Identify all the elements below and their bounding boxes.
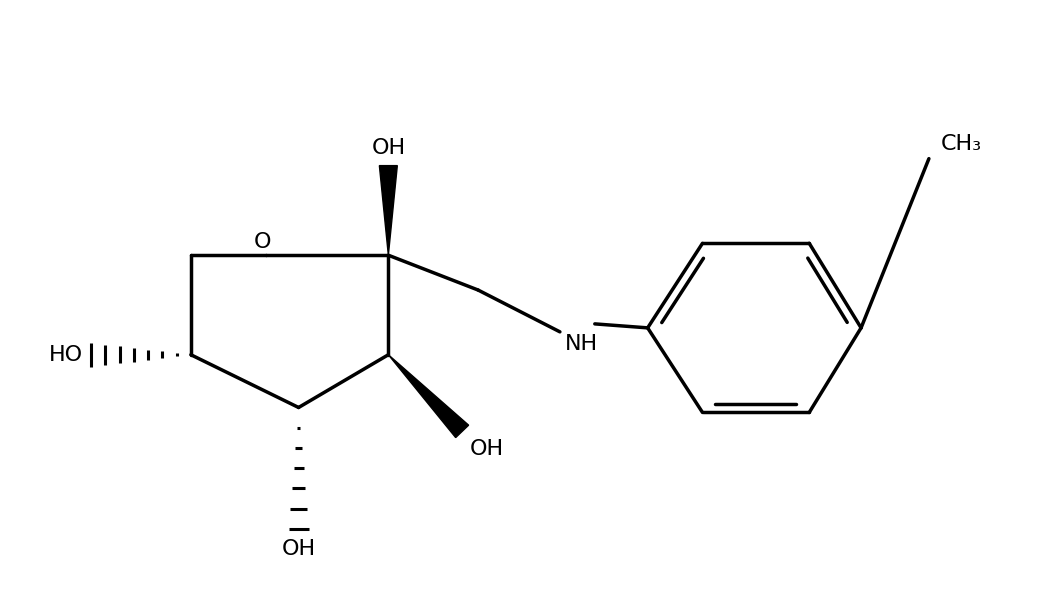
- Polygon shape: [388, 355, 468, 438]
- Text: OH: OH: [372, 138, 406, 158]
- Text: NH: NH: [565, 334, 598, 354]
- Text: OH: OH: [281, 539, 316, 559]
- Polygon shape: [379, 166, 398, 255]
- Text: OH: OH: [470, 440, 504, 459]
- Text: HO: HO: [49, 344, 83, 365]
- Text: CH₃: CH₃: [940, 134, 982, 154]
- Text: O: O: [254, 232, 272, 252]
